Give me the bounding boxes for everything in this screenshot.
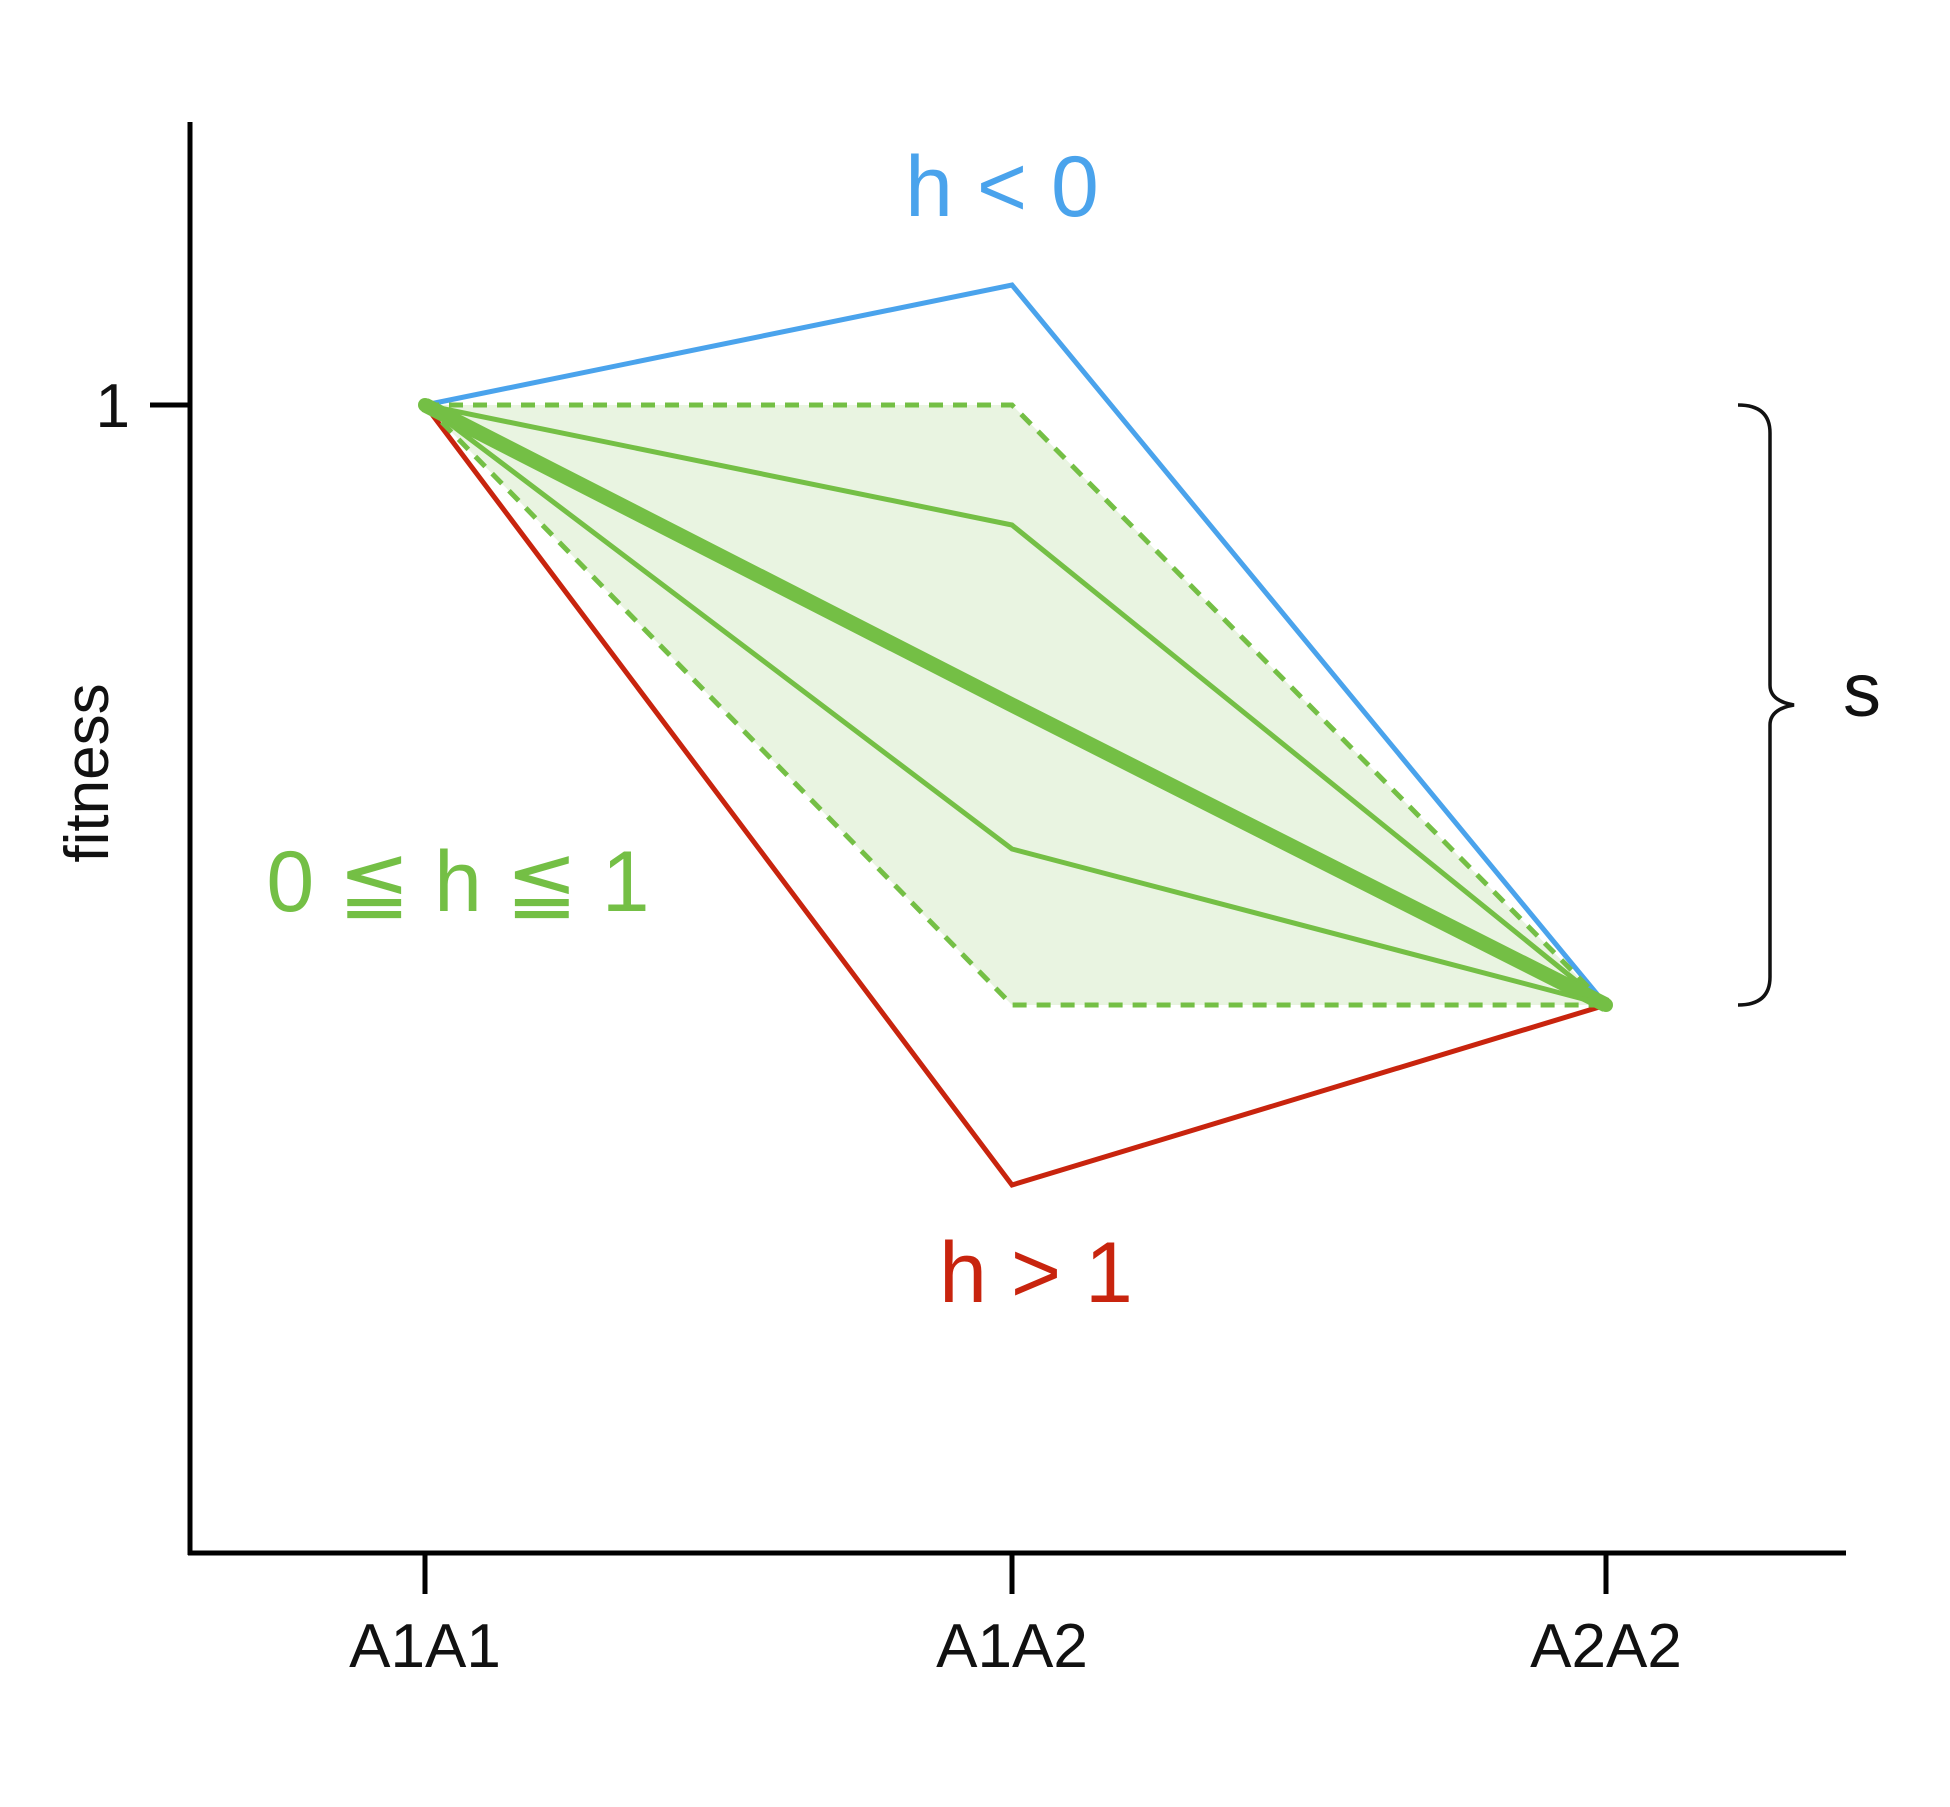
- x-tick-label-A1A1: A1A1: [349, 1612, 501, 1681]
- x-tick-label-A2A2: A2A2: [1530, 1612, 1682, 1681]
- x-tick-label-A1A2: A1A2: [936, 1612, 1088, 1681]
- brace-label-s: s: [1843, 648, 1881, 733]
- selection-coefficient-brace: [1737, 403, 1795, 1007]
- annotation-h-less-than-zero: h < 0: [905, 139, 1099, 235]
- tick-layer: A1A1 A1A2 A2A2 1: [96, 372, 1682, 1681]
- series-line-6: [423, 403, 1606, 1008]
- axis-layer: [187, 122, 1846, 1556]
- y-tick-label-1: 1: [96, 372, 130, 441]
- series-layer: [418, 282, 1613, 1188]
- y-axis-label: fitness: [53, 683, 122, 862]
- green-end-point: [1599, 998, 1613, 1012]
- annotation-h-between-zero-and-one: 0 ≦ h ≦ 1: [266, 834, 649, 930]
- annotation-h-greater-than-one: h > 1: [939, 1225, 1133, 1321]
- green-start-point: [418, 398, 432, 412]
